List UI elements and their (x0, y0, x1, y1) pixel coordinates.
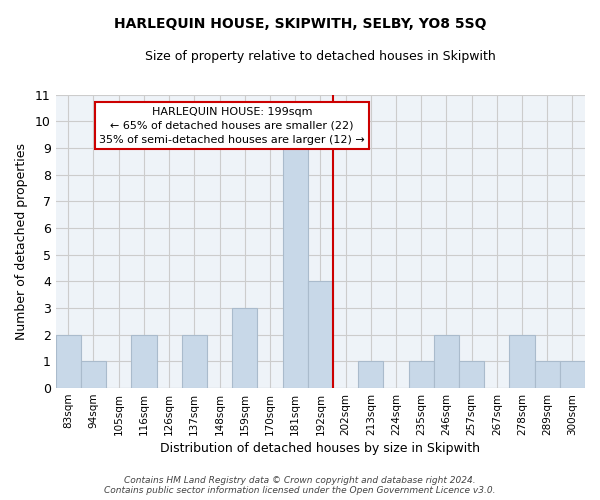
Bar (459, 362, 484, 388)
Bar (56, 334, 81, 388)
Title: Size of property relative to detached houses in Skipwith: Size of property relative to detached ho… (145, 50, 496, 63)
Bar (560, 362, 585, 388)
Bar (131, 334, 157, 388)
Text: HARLEQUIN HOUSE: 199sqm
← 65% of detached houses are smaller (22)
35% of semi-de: HARLEQUIN HOUSE: 199sqm ← 65% of detache… (99, 106, 365, 144)
Bar (535, 362, 560, 388)
Bar (434, 334, 459, 388)
Bar (182, 334, 207, 388)
Bar (81, 362, 106, 388)
Text: Contains HM Land Registry data © Crown copyright and database right 2024.
Contai: Contains HM Land Registry data © Crown c… (104, 476, 496, 495)
Bar (358, 362, 383, 388)
Y-axis label: Number of detached properties: Number of detached properties (15, 143, 28, 340)
Bar (232, 308, 257, 388)
Bar (283, 148, 308, 388)
X-axis label: Distribution of detached houses by size in Skipwith: Distribution of detached houses by size … (160, 442, 481, 455)
Text: HARLEQUIN HOUSE, SKIPWITH, SELBY, YO8 5SQ: HARLEQUIN HOUSE, SKIPWITH, SELBY, YO8 5S… (114, 18, 486, 32)
Bar (409, 362, 434, 388)
Bar (509, 334, 535, 388)
Bar (308, 282, 333, 388)
